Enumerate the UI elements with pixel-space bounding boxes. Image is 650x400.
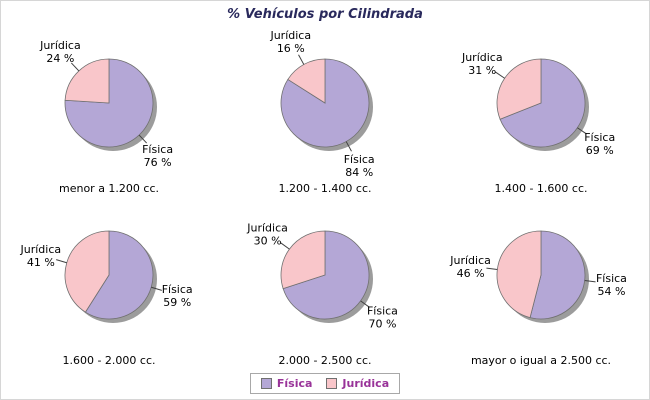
pie-slice-jurídica	[64, 58, 110, 104]
slice-label-name: Física	[596, 272, 627, 285]
slice-label-name: Física	[367, 305, 398, 318]
slice-label-name: Jurídica	[269, 29, 311, 42]
pie-caption: menor a 1.200 cc.	[58, 182, 160, 195]
slice-label-value: 69 %	[586, 144, 614, 157]
slice-label-name: Jurídica	[449, 254, 491, 267]
pie-cell: Física 54 % Jurídica 46 % mayor o igual a 2.…	[433, 199, 649, 371]
legend-item-física: Física	[260, 377, 313, 390]
label-leader-line	[584, 280, 596, 283]
label-leader-line	[577, 127, 587, 135]
slice-label-value: 76 %	[144, 156, 172, 169]
pie-slice-jurídica	[287, 58, 326, 104]
pie-caption: 1.400 - 1.600 cc.	[494, 182, 588, 195]
pie-slice-jurídica	[280, 230, 326, 290]
pie-cell: Física 69 % Jurídica 31 % 1.400 - 1.600 cc.	[433, 27, 649, 199]
slice-label-value: 30 %	[254, 234, 282, 247]
slice-label-name: Física	[584, 131, 615, 144]
label-leader-line	[345, 141, 352, 152]
slice-label-value: 70 %	[368, 318, 396, 331]
label-leader-line	[495, 71, 505, 79]
pie-caption: mayor o igual a 2.500 cc.	[470, 354, 612, 367]
pie-caption: 1.200 - 1.400 cc.	[278, 182, 372, 195]
pie-cell: Física 76 % Jurídica 24 % menor a 1.200 cc.	[1, 27, 217, 199]
label-leader-line	[151, 286, 162, 291]
pie-cell: Física 59 % Jurídica 41 % 1.600 - 2.000 cc.	[1, 199, 217, 371]
pie-caption: 1.600 - 2.000 cc.	[62, 354, 156, 367]
slice-label-name: Jurídica	[39, 39, 81, 52]
legend-swatch	[260, 378, 272, 389]
legend-box: Física Jurídica	[249, 373, 401, 394]
pie-slice-jurídica	[64, 230, 110, 313]
pie-grid: Física 76 % Jurídica 24 % menor a 1.200 cc. F…	[1, 27, 649, 371]
label-leader-line	[360, 300, 370, 308]
legend-label: Física	[276, 377, 313, 390]
pie-caption: 2.000 - 2.500 cc.	[278, 354, 372, 367]
slice-label-name: Física	[162, 283, 193, 296]
label-leader-line	[280, 242, 290, 250]
legend-item-jurídica: Jurídica	[326, 377, 389, 390]
slice-label-value: 31 %	[468, 64, 496, 77]
slice-label-name: Física	[344, 153, 375, 166]
slice-label-name: Jurídica	[246, 221, 288, 234]
label-leader-line	[486, 267, 498, 270]
slice-label-value: 46 %	[457, 267, 485, 280]
label-leader-line	[298, 54, 305, 65]
slice-label-name: Jurídica	[20, 243, 62, 256]
label-leader-line	[70, 62, 80, 72]
chart-title: % Vehículos por Cilindrada	[227, 7, 423, 22]
slice-label-value: 84 %	[345, 166, 373, 177]
legend: Física Jurídica	[1, 373, 649, 394]
slice-label-value: 24 %	[46, 52, 74, 65]
label-leader-line	[138, 134, 148, 144]
slice-label-value: 16 %	[277, 42, 305, 55]
label-leader-line	[56, 259, 67, 264]
pie-cell: Física 70 % Jurídica 30 % 2.000 - 2.500 cc.	[217, 199, 433, 371]
slice-label-value: 41 %	[27, 256, 55, 269]
slice-label-name: Jurídica	[461, 51, 503, 64]
legend-label: Jurídica	[342, 377, 390, 390]
pie-cell: Física 84 % Jurídica 16 % 1.200 - 1.400 cc.	[217, 27, 433, 199]
pie-slice-física	[529, 230, 586, 320]
pie-slice-física	[499, 58, 586, 148]
slice-label-name: Física	[142, 143, 173, 156]
legend-swatch	[326, 378, 338, 389]
slice-label-value: 54 %	[597, 285, 625, 298]
slice-label-value: 59 %	[163, 296, 191, 309]
